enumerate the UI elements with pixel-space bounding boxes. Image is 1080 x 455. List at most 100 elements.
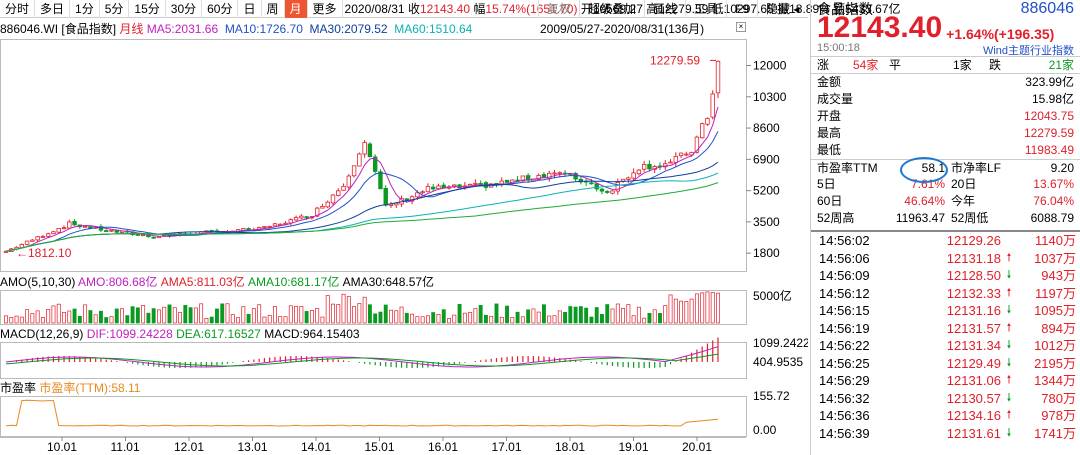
amo-bar [483,314,488,324]
price-change: +1.64%(+196.35) [946,26,1055,42]
amo-bar [594,307,599,324]
period-tab-8[interactable]: 周 [262,0,285,18]
candle-body [40,236,46,238]
trade-price: 12130.57 [946,390,1001,406]
tool-tab-1[interactable]: 超级叠加 [579,0,644,18]
time-row: 15:00:18 Wind主题行业指数 [811,42,1080,57]
y-tick-label: 8600 [753,121,780,135]
amo-bar [236,317,241,324]
panel-frame [0,290,747,325]
perf-value: 46.64% [904,194,945,208]
tick-trades-list[interactable]: 14:56:02 12129.26 1140万 14:56:06 12131.18 🠕 10… [811,230,1080,442]
x-tick-label: 20.01 [682,440,712,454]
amo-bar [584,307,589,324]
trade-row: 14:56:06 12131.18 🠕 1037万 [811,250,1080,268]
close-icon[interactable]: × [736,22,746,32]
trade-row: 14:56:02 12129.26 1140万 [811,232,1080,250]
amo-bar [19,316,24,324]
tool-tab-3[interactable]: 工具 [685,0,726,18]
amo-bar [615,303,620,324]
candle-body [272,223,278,227]
x-tick-label: 16.01 [428,440,458,454]
amo-bar [457,303,462,324]
amo-bar [536,311,541,324]
amo-bar [125,315,130,324]
stats-list: 金额 323.99亿 成交量 15.98亿 开盘 12043.75 最高 12279.59 最低… [811,73,1080,159]
candle-body [473,182,478,185]
pe-header: 市盈率 市盈率(TTM):58.11 [0,381,141,395]
x-tick-label: 14.01 [301,440,331,454]
amo-bar [621,307,626,324]
amo-bar [193,307,198,324]
amo-bar [257,304,262,324]
trade-row: 14:56:29 12131.06 🠕 1344万 [811,372,1080,390]
candle-body [668,161,673,164]
amo-bar [499,316,504,324]
amo-bar [668,294,673,324]
amo-bar [104,317,109,324]
amo-bar [357,303,362,324]
candle-body [67,221,72,229]
period-tab-0[interactable]: 分时 [0,0,36,18]
quote-time: 15:00:18 [817,42,860,54]
candle-body [262,226,267,228]
candle-body [325,201,330,208]
amo-bar [352,306,357,324]
amo-bar [167,304,172,324]
up-arrow-icon: 🠕 [1006,321,1012,334]
amo-bar [9,317,14,324]
down-arrow-icon: 🠗 [1006,391,1012,404]
quote-panel: 食品指数 886046 12143.40 +1.64%(+196.35) 15:… [810,0,1080,455]
period-tabs: 分时 多日 1分 5分 15分 30分 60分日周月更多 [0,0,343,18]
up-arrow-icon: 🠕 [1006,286,1012,299]
candle-body [684,153,689,156]
up-arrow-icon: 🠕 [1006,374,1012,386]
period-tab-5[interactable]: 30分 [166,0,203,18]
period-tab-2[interactable]: 1分 [70,0,100,18]
tool-tab-4[interactable]: F9 [726,0,757,18]
period-tab-1[interactable]: 多日 [35,0,71,18]
tool-tab-0[interactable]: 复权 [538,0,579,18]
period-tab-10[interactable]: 更多 [308,0,343,18]
amo-bar [188,307,193,324]
ma60-value: MA60:1510.64 [394,22,473,36]
candle-body [135,234,141,236]
trade-price: 12131.18 [946,250,1001,266]
candle-body [515,179,520,182]
down-arrow-icon: 🠗 [1006,356,1012,369]
summary-date: 2020/08/31 [344,1,405,16]
y-tick-label: 12000 [753,59,787,73]
amo-bar [563,311,568,324]
amo-bar [494,303,499,324]
candle-body [610,190,615,194]
candle-body [61,227,67,230]
candle-body [362,142,367,155]
period-tab-9[interactable]: 月 [284,0,308,18]
tool-tab-5[interactable]: 隐藏 ◂ [757,0,807,18]
trade-price: 12131.57 [946,320,1001,336]
candle-body [452,184,457,187]
ma10-value: MA10:1726.70 [224,22,303,36]
tool-tab-2[interactable]: 画线 [644,0,685,18]
perf-row: 52周高 11963.47 52周低 6088.79 [811,210,1080,227]
quote-header: 食品指数 886046 [811,0,1080,18]
amo-bar [77,315,82,324]
amo-bar [199,303,204,324]
pe-highlight-circle [900,157,948,183]
amo-bar [568,306,573,324]
period-tab-6[interactable]: 60分 [202,0,239,18]
amo-bar [404,312,409,324]
period-tab-7[interactable]: 日 [238,0,262,18]
amo-bar [204,318,209,324]
period-tab-3[interactable]: 5分 [100,0,130,18]
amo-bar [689,298,694,324]
period-tab-4[interactable]: 15分 [129,0,166,18]
candle-body [636,169,642,175]
index-source-link[interactable]: Wind主题行业指数 [982,45,1074,57]
amo-bar [436,314,441,324]
candle-body [304,216,309,219]
trade-time: 14:56:36 [819,408,870,423]
trade-row: 14:56:15 12131.16 🠗 1095万 [811,302,1080,320]
stat-value: 11983.49 [1024,143,1074,157]
stat-label: 最高 [817,126,842,140]
